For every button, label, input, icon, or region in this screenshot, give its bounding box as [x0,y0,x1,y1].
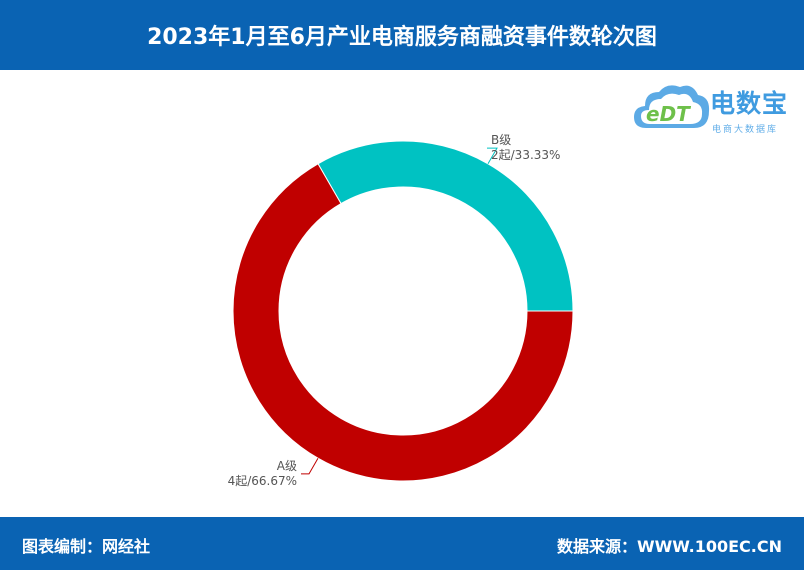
cloud-logo-icon: eDT [634,85,710,128]
donut-slices [232,140,574,482]
header-bar: 2023年1月至6月产业电商服务商融资事件数轮次图 [0,0,804,70]
leader-line-1 [301,457,319,475]
logo: eDT 电数宝 电商大数据库 [632,78,797,138]
slice-value-1: 4起/66.67% [228,474,297,488]
slice-value-0: 2起/33.33% [491,148,560,162]
logo-subtitle: 电商大数据库 [712,125,779,135]
donut-slice-0 [317,140,574,312]
leader-line-0 [487,147,498,165]
chart-title: 2023年1月至6月产业电商服务商融资事件数轮次图 [147,25,657,50]
footer-credit: 图表编制：网经社 [22,537,151,556]
logo-name: 电数宝 [710,89,789,118]
slice-label-0: B级 [491,133,511,147]
footer-bar: 图表编制：网经社 数据来源：WWW.100EC.CN [0,517,804,570]
donut-slice-1 [232,163,574,482]
logo-mark: eDT [646,102,691,126]
slice-label-1: A级 [277,459,297,473]
footer-source: 数据来源：WWW.100EC.CN [556,537,782,556]
